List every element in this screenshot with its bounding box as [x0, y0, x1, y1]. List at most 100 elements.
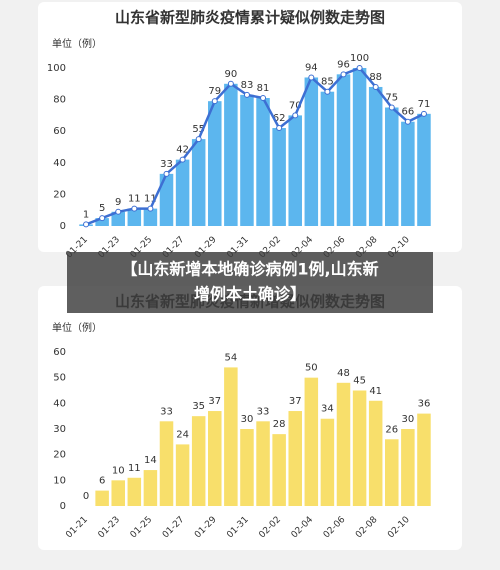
bar [304, 77, 319, 226]
point [372, 83, 379, 90]
data-label: 50 [305, 363, 318, 374]
point [115, 208, 122, 215]
bar [175, 159, 190, 226]
y-tick-label: 40 [53, 398, 66, 409]
data-label: 24 [176, 429, 189, 440]
bar [401, 121, 415, 226]
point [211, 98, 218, 105]
y-tick-label: 0 [60, 501, 66, 512]
bar [401, 429, 415, 506]
point [195, 136, 202, 143]
data-label: 71 [418, 99, 431, 110]
data-label: 1 [83, 209, 89, 220]
y-tick-label: 30 [53, 424, 66, 435]
bar [95, 218, 109, 226]
point [99, 215, 106, 222]
data-label: 30 [401, 414, 414, 425]
bar [95, 490, 109, 506]
data-label: 54 [224, 352, 237, 363]
unit-label: 单位（例） [52, 37, 102, 50]
bar [352, 68, 367, 226]
banner-bg [67, 252, 433, 313]
bar [208, 101, 222, 226]
chart-title: 山东省新型肺炎疫情累计疑似例数走势图 [115, 9, 385, 27]
data-label: 75 [385, 93, 398, 104]
point [243, 91, 250, 98]
data-label: 62 [273, 113, 286, 124]
bar [191, 416, 206, 506]
data-label: 48 [337, 368, 350, 379]
data-label: 37 [208, 396, 221, 407]
data-label: 30 [241, 414, 254, 425]
data-label: 70 [289, 100, 302, 111]
bar [336, 74, 351, 226]
bar [208, 411, 222, 506]
point [276, 125, 283, 132]
data-label: 88 [369, 72, 382, 83]
y-tick-label: 10 [53, 475, 66, 486]
bar [417, 113, 431, 226]
y-tick-label: 0 [60, 221, 66, 232]
data-label: 45 [353, 376, 366, 387]
data-label: 33 [257, 406, 270, 417]
data-label: 28 [273, 419, 286, 430]
data-label: 55 [192, 124, 205, 135]
point [404, 118, 411, 125]
y-tick-label: 100 [47, 63, 66, 74]
bar [143, 470, 158, 506]
banner-text: 增例本土确诊】 [194, 285, 306, 304]
bar [320, 91, 335, 226]
bar [385, 439, 399, 506]
y-tick-label: 20 [53, 189, 66, 200]
bar [288, 411, 302, 506]
bar [320, 418, 335, 506]
point [227, 80, 234, 87]
bar [240, 94, 254, 226]
bar [385, 107, 399, 226]
data-label: 11 [128, 194, 141, 205]
y-tick-label: 80 [53, 95, 66, 106]
bar [256, 421, 270, 506]
data-label: 83 [241, 80, 254, 91]
data-label: 11 [144, 194, 157, 205]
point [292, 112, 299, 119]
bar [417, 413, 431, 506]
data-label: 6 [99, 476, 105, 487]
point [388, 104, 395, 111]
bar [272, 434, 286, 506]
data-label: 90 [224, 69, 237, 80]
y-tick-label: 40 [53, 158, 66, 169]
point [420, 110, 427, 117]
bar [240, 429, 254, 506]
data-label: 81 [257, 83, 270, 94]
point [131, 205, 138, 212]
bar [352, 390, 367, 506]
bar [159, 173, 174, 226]
data-label: 37 [289, 396, 302, 407]
point [324, 88, 331, 95]
bar [336, 382, 351, 506]
point [163, 170, 170, 177]
bar [175, 444, 190, 506]
bar [143, 208, 158, 226]
bar [368, 400, 383, 506]
data-label: 35 [192, 401, 205, 412]
data-label: 5 [99, 203, 105, 214]
line [85, 66, 425, 226]
data-label: 11 [128, 463, 141, 474]
data-label: 85 [321, 77, 334, 88]
bar [159, 421, 174, 506]
point [356, 65, 363, 71]
point [260, 95, 267, 102]
bar [272, 128, 286, 226]
y-tick-label: 50 [53, 373, 66, 384]
point [340, 71, 347, 78]
data-label: 9 [115, 197, 121, 208]
data-label: 14 [144, 455, 157, 466]
data-label: 36 [418, 399, 431, 410]
y-tick-label: 60 [53, 126, 66, 137]
bar [127, 477, 142, 506]
data-label: 42 [176, 145, 189, 156]
